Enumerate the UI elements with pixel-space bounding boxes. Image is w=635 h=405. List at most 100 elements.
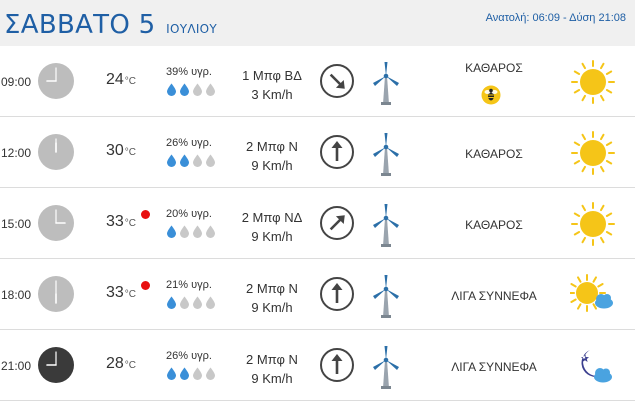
drop-empty-icon	[205, 296, 216, 309]
month-label: ΙΟΥΛΙΟΥ	[166, 22, 218, 36]
temperature: 28°C	[106, 355, 136, 373]
wind-speed: 9 Km/h	[251, 371, 293, 386]
wind-turbine-icon	[368, 344, 404, 390]
clock-icon	[38, 205, 74, 241]
wind-speed: 3 Km/h	[251, 87, 293, 102]
temperature-unit: °C	[124, 147, 137, 158]
humidity: 26% υγρ.	[166, 137, 236, 167]
temperature-value: 33	[106, 284, 124, 301]
condition-label: ΛΙΓΑ ΣΥΝΝΕΦΑ	[451, 289, 537, 303]
forecast-row: 21:00 28°C 26% υγρ. 2 Μπφ Ν 9 Km/h	[0, 330, 635, 401]
wind-force: 2 Μπφ Ν	[246, 139, 298, 154]
humidity-drops	[166, 367, 236, 380]
condition-label: ΚΑΘΑΡΟΣ	[465, 61, 523, 75]
condition-label: ΚΑΘΑΡΟΣ	[465, 218, 523, 232]
condition-label: ΚΑΘΑΡΟΣ	[465, 147, 523, 161]
condition-label: ΛΙΓΑ ΣΥΝΝΕΦΑ	[451, 360, 537, 374]
temperature-unit: °C	[124, 76, 137, 87]
time-label: 15:00	[1, 217, 32, 231]
humidity: 21% υγρ.	[166, 279, 236, 309]
wind-force: 2 Μπφ ΝΔ	[241, 210, 303, 225]
humidity-label: 39% υγρ.	[166, 66, 212, 78]
temperature: 24°C	[106, 71, 136, 89]
temperature: 33°C	[106, 284, 136, 302]
wind-direction-arrow-up-icon	[319, 276, 355, 312]
day-header: ΣΑΒΒΑΤΟ 5 ΙΟΥΛΙΟΥ Ανατολή: 06:09 - Δύση …	[0, 0, 635, 46]
clock-icon	[38, 134, 74, 170]
sun-icon	[570, 60, 616, 104]
humidity-label: 20% υγρ.	[166, 208, 212, 220]
time-label: 18:00	[1, 288, 32, 302]
heat-alert-icon	[141, 281, 150, 290]
temperature-value: 30	[106, 142, 124, 159]
humidity: 39% υγρ.	[166, 66, 236, 96]
drop-empty-icon	[205, 367, 216, 380]
forecast-row: 09:00 24°C 39% υγρ. 1 Μπφ ΒΔ 3 Km/h	[0, 46, 635, 117]
temperature-value: 28	[106, 355, 124, 372]
temperature: 30°C	[106, 142, 136, 160]
humidity-label: 26% υγρ.	[166, 350, 212, 362]
drop-filled-icon	[166, 296, 177, 309]
drop-empty-icon	[192, 83, 203, 96]
heat-alert-icon	[141, 210, 150, 219]
drop-empty-icon	[179, 225, 190, 238]
humidity-label: 21% υγρ.	[166, 279, 212, 291]
drop-filled-icon	[179, 367, 190, 380]
wind-force: 2 Μπφ Ν	[246, 281, 298, 296]
wind-info: 2 Μπφ Ν 9 Km/h	[232, 279, 312, 317]
humidity-drops	[166, 154, 236, 167]
clock-icon	[38, 63, 74, 99]
drop-empty-icon	[192, 154, 203, 167]
drop-filled-icon	[166, 225, 177, 238]
temperature-unit: °C	[124, 289, 137, 300]
clock-icon	[38, 276, 74, 312]
wind-direction-arrow-up-icon	[319, 134, 355, 170]
wind-info: 2 Μπφ Ν 9 Km/h	[232, 350, 312, 388]
temperature-value: 33	[106, 213, 124, 230]
humidity-label: 26% υγρ.	[166, 137, 212, 149]
wind-speed: 9 Km/h	[251, 229, 293, 244]
forecast-row: 15:00 33°C 20% υγρ. 2 Μπφ ΝΔ 9 Km/h	[0, 188, 635, 259]
wind-direction-arrow-up-right-icon	[319, 205, 355, 241]
drop-empty-icon	[205, 83, 216, 96]
drop-empty-icon	[192, 296, 203, 309]
wind-speed: 9 Km/h	[251, 158, 293, 173]
day-title: ΣΑΒΒΑΤΟ 5 ΙΟΥΛΙΟΥ	[4, 10, 217, 40]
wind-info: 1 Μπφ ΒΔ 3 Km/h	[232, 66, 312, 104]
drop-empty-icon	[179, 296, 190, 309]
moon-cloud-icon	[570, 344, 616, 388]
wind-turbine-icon	[368, 273, 404, 319]
sun-icon	[570, 131, 616, 175]
wind-info: 2 Μπφ ΝΔ 9 Km/h	[232, 208, 312, 246]
humidity-drops	[166, 83, 236, 96]
forecast-row: 12:00 30°C 26% υγρ. 2 Μπφ Ν 9 Km/h	[0, 117, 635, 188]
wind-turbine-icon	[368, 60, 404, 106]
temperature: 33°C	[106, 213, 136, 231]
drop-filled-icon	[166, 154, 177, 167]
wind-speed: 9 Km/h	[251, 300, 293, 315]
wind-turbine-icon	[368, 131, 404, 177]
drop-empty-icon	[192, 367, 203, 380]
humidity-drops	[166, 225, 236, 238]
drop-filled-icon	[166, 367, 177, 380]
wind-turbine-icon	[368, 202, 404, 248]
wind-force: 2 Μπφ Ν	[246, 352, 298, 367]
drop-empty-icon	[192, 225, 203, 238]
bee-icon	[481, 85, 501, 105]
humidity: 26% υγρ.	[166, 350, 236, 380]
drop-filled-icon	[166, 83, 177, 96]
humidity: 20% υγρ.	[166, 208, 236, 238]
sunrise-sunset: Ανατολή: 06:09 - Δύση 21:08	[485, 12, 626, 24]
temperature-value: 24	[106, 71, 124, 88]
wind-info: 2 Μπφ Ν 9 Km/h	[232, 137, 312, 175]
wind-force: 1 Μπφ ΒΔ	[242, 68, 302, 83]
drop-empty-icon	[205, 225, 216, 238]
day-label: ΣΑΒΒΑΤΟ 5	[4, 10, 156, 40]
time-label: 12:00	[1, 146, 32, 160]
sun-cloud-icon	[568, 273, 616, 317]
sun-icon	[570, 202, 616, 246]
wind-direction-arrow-down-right-icon	[319, 63, 355, 99]
humidity-drops	[166, 296, 236, 309]
time-label: 21:00	[1, 359, 32, 373]
temperature-unit: °C	[124, 360, 137, 371]
